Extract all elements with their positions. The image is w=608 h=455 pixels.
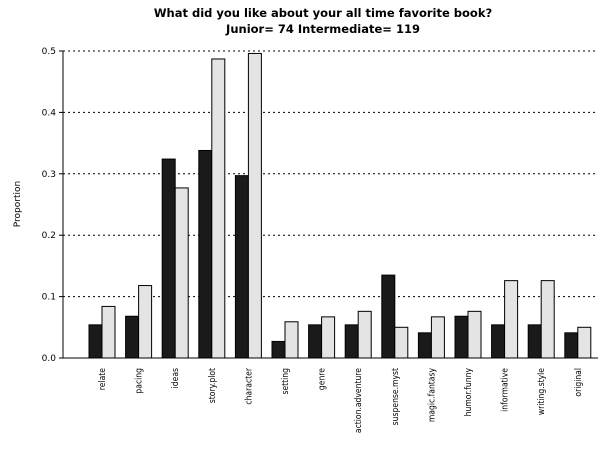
bar — [161, 158, 176, 359]
y-tick-label: 0.4 — [42, 108, 57, 118]
x-tick-label: ideas — [171, 368, 181, 388]
x-axis: relate pacing ideas story.plot character sett… — [98, 367, 584, 433]
x-tick-label: humor.funny — [464, 368, 474, 417]
bar — [357, 310, 372, 359]
bar — [198, 149, 213, 359]
y-axis: 0.0 0.1 0.2 0.3 0.4 0.5 — [42, 47, 64, 364]
chart-title: What did you like about your all time fa… — [154, 6, 492, 20]
chart-subtitle: Junior= 74 Intermediate= 119 — [225, 22, 420, 36]
bar — [211, 58, 226, 359]
bars — [88, 52, 592, 359]
bar — [174, 187, 189, 359]
x-tick-label: story.plot — [208, 368, 218, 403]
x-tick-label: relate — [98, 368, 108, 390]
bar — [504, 280, 519, 359]
y-tick-label: 0.5 — [42, 47, 56, 57]
y-tick-label: 0.0 — [42, 354, 57, 364]
y-tick-label: 0.1 — [42, 293, 56, 303]
x-tick-label: genre — [318, 368, 328, 390]
bar — [138, 285, 153, 359]
y-axis-label: Proportion — [13, 181, 23, 227]
bar — [234, 175, 249, 359]
bar — [491, 324, 506, 359]
bar — [527, 324, 542, 359]
y-tick-label: 0.3 — [42, 170, 56, 180]
bar — [577, 326, 592, 359]
bar — [394, 326, 409, 359]
bar — [125, 315, 140, 359]
bar — [247, 52, 262, 359]
bar — [308, 324, 323, 359]
x-tick-label: original — [574, 368, 584, 397]
x-tick-label: informative — [501, 368, 511, 412]
bar — [321, 316, 336, 359]
bar — [564, 332, 579, 359]
bar — [467, 310, 482, 359]
bar — [101, 305, 116, 359]
x-tick-label: suspense.myst — [391, 368, 401, 425]
x-tick-label: character — [244, 367, 254, 404]
bar — [430, 316, 445, 359]
x-tick-label: magic.fantasy — [427, 368, 437, 423]
y-tick-label: 0.2 — [42, 231, 56, 241]
x-tick-label: pacing — [135, 368, 145, 394]
bar — [454, 315, 469, 359]
bar — [284, 321, 299, 359]
x-tick-label: action.adventure — [354, 368, 364, 433]
x-tick-label: setting — [281, 368, 291, 395]
bar — [344, 324, 359, 359]
x-tick-label: writing.style — [537, 368, 547, 415]
bar — [540, 280, 555, 359]
bar — [381, 274, 396, 359]
bar — [271, 340, 286, 359]
bar — [88, 324, 103, 359]
bar — [417, 332, 432, 359]
